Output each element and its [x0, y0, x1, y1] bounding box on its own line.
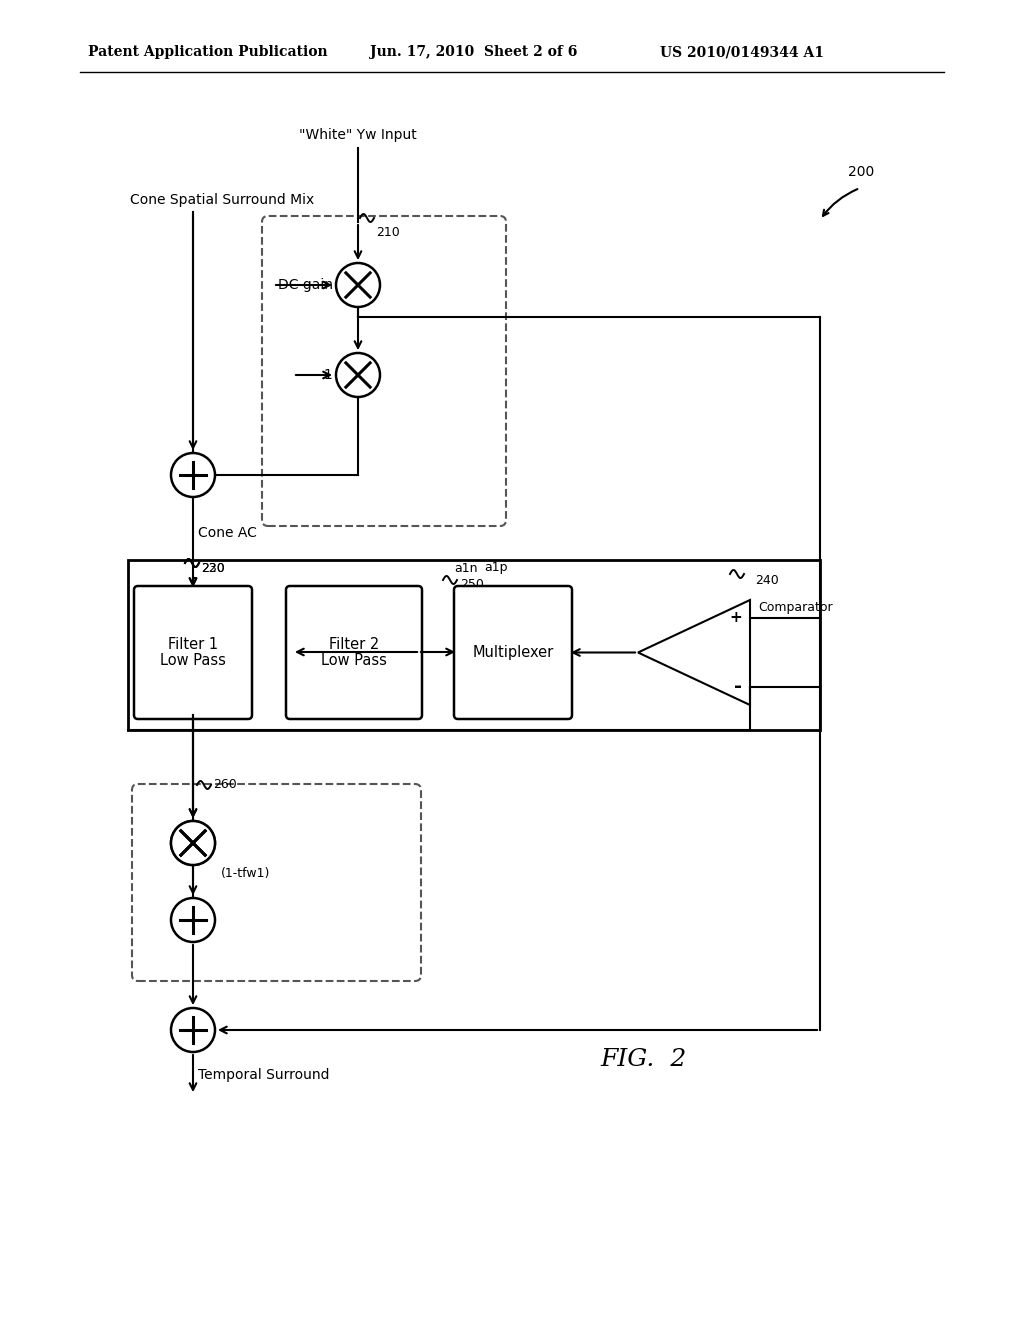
Text: FIG.  2: FIG. 2: [600, 1048, 686, 1072]
Ellipse shape: [171, 821, 215, 865]
Text: 240: 240: [755, 573, 778, 586]
Text: a1n: a1n: [455, 561, 478, 574]
Bar: [128, 560, 820, 730]
Text: 210: 210: [376, 226, 399, 239]
Text: 250: 250: [460, 578, 484, 590]
Text: Cone Spatial Surround Mix: Cone Spatial Surround Mix: [130, 193, 314, 207]
Text: 220: 220: [201, 561, 224, 574]
Text: Filter 2: Filter 2: [329, 638, 379, 652]
Text: Multiplexer: Multiplexer: [472, 645, 554, 660]
Text: Cone AC: Cone AC: [198, 525, 257, 540]
Text: DC gain: DC gain: [278, 279, 333, 292]
FancyBboxPatch shape: [286, 586, 422, 719]
Text: a1p: a1p: [484, 561, 508, 574]
Text: Comparator: Comparator: [758, 602, 833, 615]
Text: Temporal Surround: Temporal Surround: [198, 1068, 330, 1082]
Text: 200: 200: [848, 165, 874, 180]
Ellipse shape: [171, 1008, 215, 1052]
Ellipse shape: [171, 453, 215, 498]
Text: Patent Application Publication: Patent Application Publication: [88, 45, 328, 59]
Text: tfw1: tfw1: [179, 825, 207, 837]
Text: Low Pass: Low Pass: [160, 653, 226, 668]
Ellipse shape: [336, 263, 380, 308]
Text: 260: 260: [213, 779, 237, 792]
Ellipse shape: [171, 898, 215, 942]
Text: Filter 1: Filter 1: [168, 638, 218, 652]
Text: 230: 230: [201, 561, 224, 574]
Text: Low Pass: Low Pass: [322, 653, 387, 668]
Text: "White" Yw Input: "White" Yw Input: [299, 128, 417, 143]
Ellipse shape: [171, 821, 215, 865]
FancyBboxPatch shape: [454, 586, 572, 719]
Text: +: +: [729, 610, 742, 626]
Text: Jun. 17, 2010  Sheet 2 of 6: Jun. 17, 2010 Sheet 2 of 6: [370, 45, 578, 59]
Text: -: -: [734, 677, 742, 697]
Ellipse shape: [336, 352, 380, 397]
FancyBboxPatch shape: [134, 586, 252, 719]
Text: -1: -1: [319, 368, 333, 381]
Text: (1-tfw1): (1-tfw1): [221, 866, 270, 879]
Text: US 2010/0149344 A1: US 2010/0149344 A1: [660, 45, 824, 59]
